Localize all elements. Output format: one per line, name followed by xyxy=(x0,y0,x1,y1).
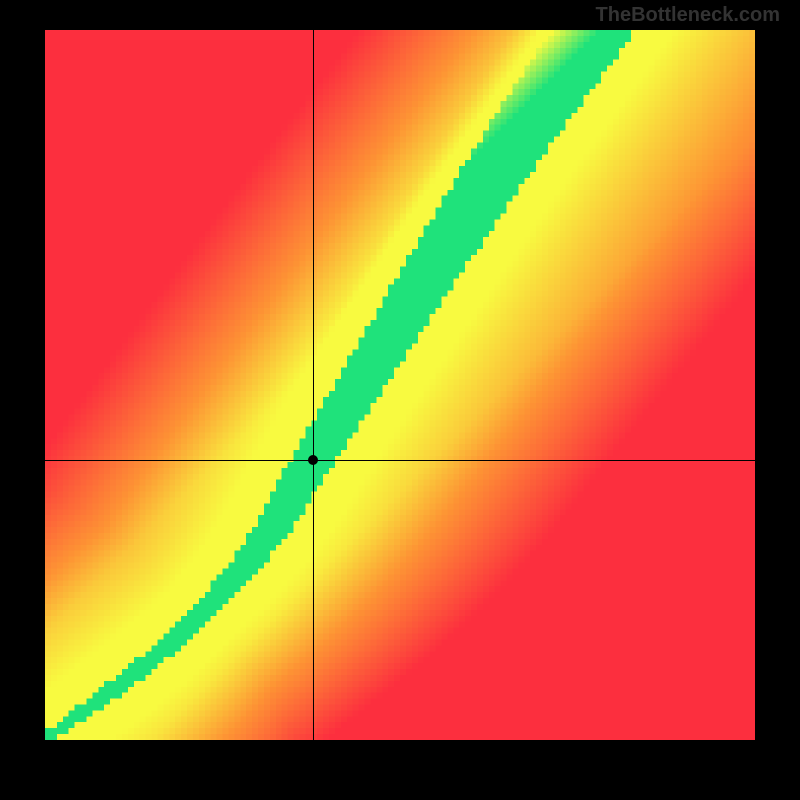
crosshair-vertical xyxy=(313,30,314,740)
heatmap-plot-area xyxy=(45,30,755,740)
crosshair-marker-dot xyxy=(308,455,318,465)
heatmap-canvas xyxy=(45,30,755,740)
watermark-text: TheBottleneck.com xyxy=(596,4,780,27)
crosshair-horizontal xyxy=(45,460,755,461)
